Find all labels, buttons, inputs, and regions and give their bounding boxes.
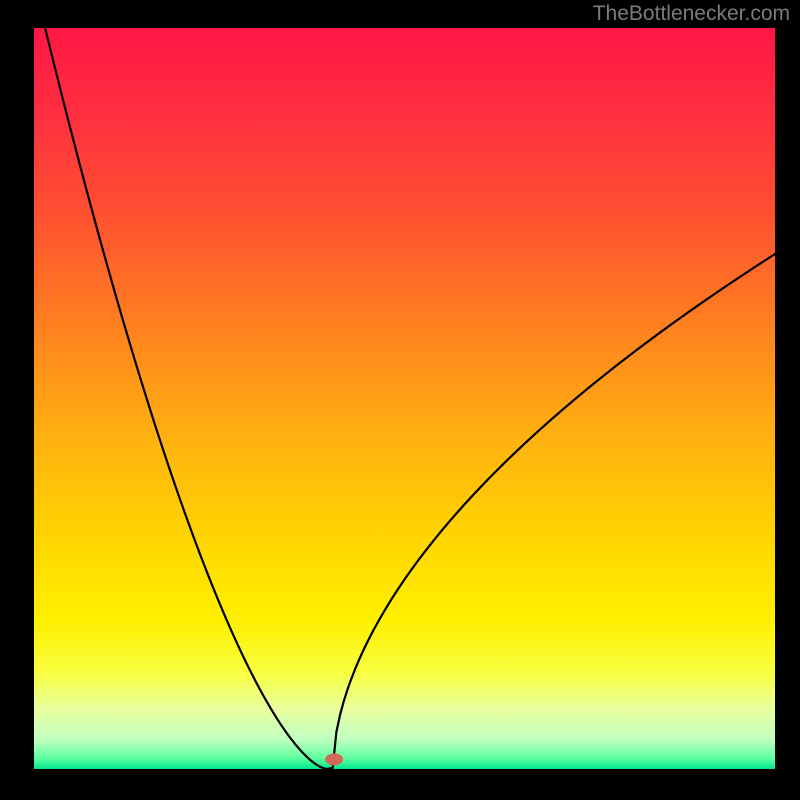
chart-container: TheBottlenecker.com: [0, 0, 800, 800]
watermark-text: TheBottlenecker.com: [593, 2, 790, 26]
bottleneck-plot: [0, 0, 800, 800]
